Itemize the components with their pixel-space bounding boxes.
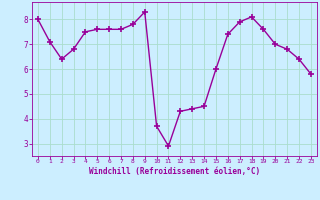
X-axis label: Windchill (Refroidissement éolien,°C): Windchill (Refroidissement éolien,°C) [89, 167, 260, 176]
